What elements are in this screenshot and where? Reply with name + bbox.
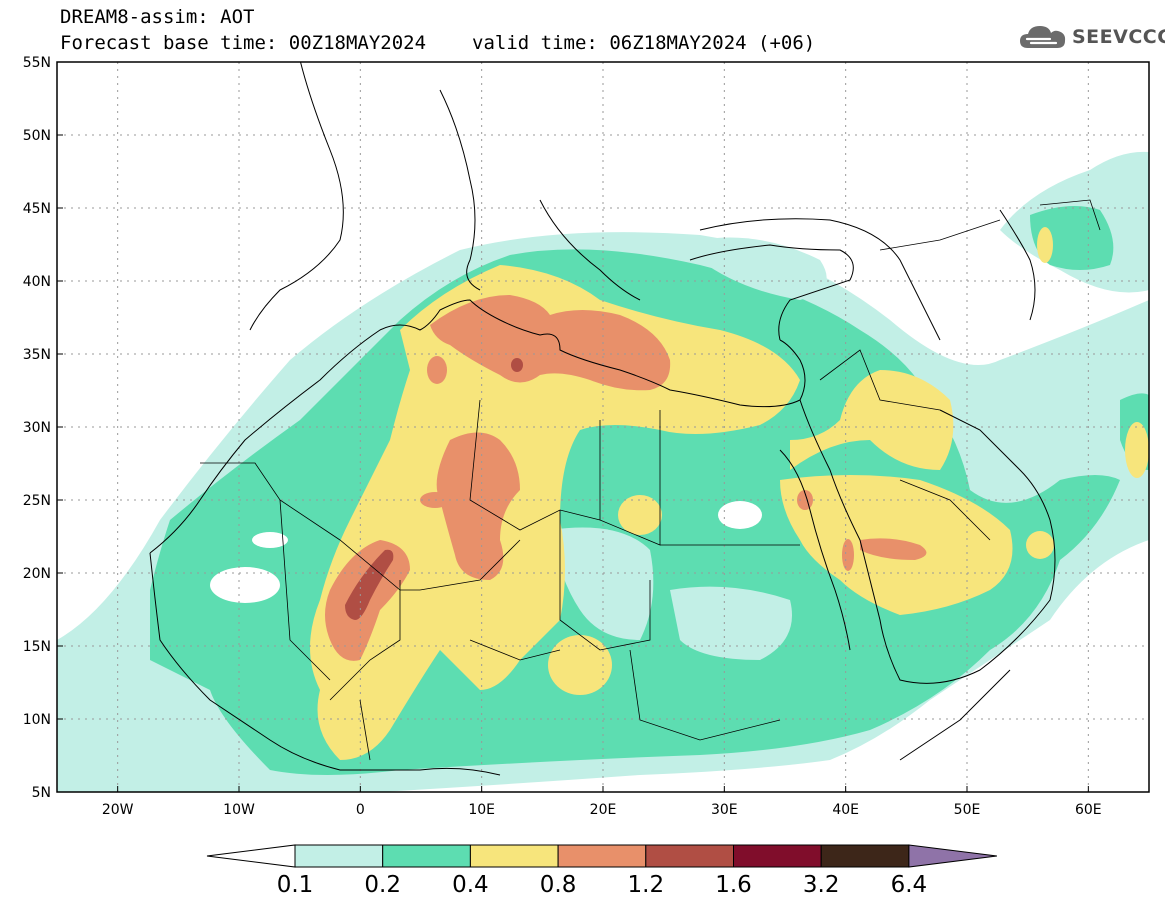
aot-level-1.2 [345,358,523,620]
colorbar-swatch [820,844,910,868]
lon-tick-label: 60E [1075,802,1102,818]
lat-tick-label: 40N [23,274,51,290]
colorbar-label: 6.4 [891,872,928,898]
lon-tick-label: 0 [356,802,365,818]
lat-tick-label: 35N [23,347,51,363]
colorbar-label: 3.2 [803,872,840,898]
aot-light-gaps [550,237,827,660]
time-info: Forecast base time: 00Z18MAY2024 valid ti… [60,34,815,53]
colorbar-label: 1.6 [715,872,752,898]
lon-tick-label: 50E [954,802,981,818]
colorbar-swatch [382,844,471,868]
colorbar-label: 0.4 [452,872,489,898]
lon-tick-label: 40E [832,802,859,818]
lon-tick-label: 30E [711,802,738,818]
lon-tick-label: 20E [590,802,617,818]
borders [200,199,1101,761]
lon-tick-label: 10W [223,802,255,818]
colorbar-over-arrow [908,844,997,868]
lat-tick-label: 30N [23,420,51,436]
lon-ticks: 20W 10W 0 10E 20E 30E 40E 50E 60E [102,786,1102,818]
colorbar-swatch [733,844,822,868]
lon-tick-label: 20W [102,802,134,818]
coastlines [149,62,1056,776]
valid-time: valid time: 06Z18MAY2024 (+06) [472,32,816,54]
graticule [57,62,1149,792]
colorbar-swatch [294,844,384,868]
lat-tick-label: 25N [23,493,51,509]
colorbar-label: 0.2 [364,872,401,898]
colorbar-label: 0.1 [277,872,314,898]
lat-tick-label: 50N [23,128,51,144]
lat-tick-label: 20N [23,566,51,582]
logo-text: SEEVCCC [1072,26,1165,48]
lat-ticks: 55N 50N 45N 40N 35N 30N 25N 20N 15N 10N 5N [23,55,63,801]
colorbar-swatch [557,844,647,868]
lat-tick-label: 5N [32,785,51,801]
lat-tick-label: 10N [23,712,51,728]
lon-tick-label: 10E [468,802,495,818]
base-time: Forecast base time: 00Z18MAY2024 [60,32,427,54]
lat-tick-label: 45N [23,201,51,217]
cloud-icon [1020,26,1066,48]
colorbar-label: 0.8 [540,872,577,898]
colorbar-under-arrow [206,844,296,868]
colorbar-swatch [469,844,559,868]
colorbar-swatch [645,844,734,868]
logo: SEEVCCC [1018,22,1165,52]
colorbar-label: 1.2 [628,872,665,898]
map-title: DREAM8-assim: AOT [60,6,255,28]
aot-level-0.8 [325,295,927,661]
lat-tick-label: 55N [23,55,51,71]
lat-tick-label: 15N [23,639,51,655]
